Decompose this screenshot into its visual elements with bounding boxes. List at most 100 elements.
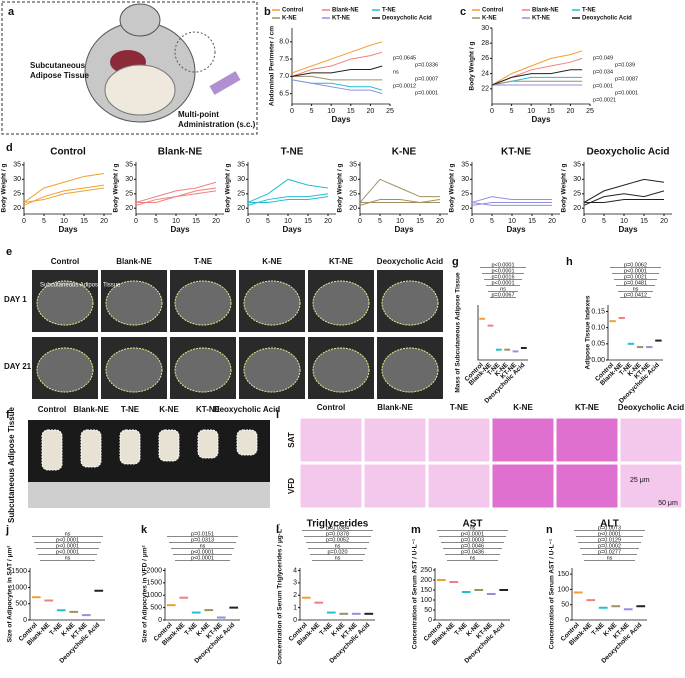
histology-image (363, 463, 427, 509)
x-tick-label: 5 (266, 218, 270, 225)
x-tick-label: 0 (582, 218, 586, 225)
y-tick-label: 0.00 (591, 357, 605, 364)
ct-body (105, 280, 163, 326)
label: Administration (s.c.) (178, 120, 256, 129)
series-line (583, 190, 665, 206)
ct-body (243, 347, 301, 393)
p-value: p=0.0002 (598, 543, 621, 549)
y-axis-label: Body Weight / g (469, 41, 476, 90)
legend-label: K-NE (282, 16, 297, 22)
panel-letter: a (8, 6, 15, 18)
ct-body (312, 347, 370, 393)
y-tick-label: 200 (420, 577, 432, 584)
chart-title: Control (50, 147, 86, 158)
label: Multi-point (178, 110, 219, 119)
y-tick-label: 0 (293, 617, 297, 624)
chart-title: AST (463, 519, 483, 530)
column-label: K-NE (159, 405, 179, 414)
histology-image (619, 417, 683, 463)
p-value: p=0.0001 (615, 90, 638, 96)
row-label: SAT (287, 432, 296, 448)
y-tick-label: 20 (573, 205, 581, 212)
column-label: K-NE (262, 257, 282, 266)
p-value: p=0.039 (615, 62, 635, 68)
tissue (197, 429, 219, 459)
series-line (491, 80, 583, 86)
p-value: ns (65, 531, 71, 537)
p-value: p<0.0001 (624, 268, 647, 274)
y-tick-label: 0 (158, 617, 162, 624)
p-value: p<0.0001 (461, 531, 484, 537)
label: Subcutaneous (30, 61, 86, 70)
y-tick-label: 0 (565, 617, 569, 624)
panel-letter: b (264, 6, 271, 18)
p-value: ns (393, 69, 399, 75)
intestine (104, 64, 176, 116)
x-tick-label: 5 (490, 218, 494, 225)
x-axis-label: Days (170, 225, 190, 234)
series-line (23, 173, 105, 203)
chart-title: K-NE (392, 147, 417, 158)
x-tick-label: 5 (602, 218, 606, 225)
column-label: Control (38, 405, 66, 414)
x-tick-label: 20 (100, 218, 108, 225)
y-axis-label: Body Weight / g (337, 163, 344, 212)
p-value: p=0.0087 (615, 76, 638, 82)
y-tick-label: 100 (557, 586, 569, 593)
mouse-head (119, 3, 161, 37)
histology-image (619, 463, 683, 509)
p-value: p<0.0001 (491, 262, 514, 268)
scale-label: 50 μm (658, 500, 678, 507)
y-axis-label: Size of Adipocytes in VFD / μm² (142, 545, 149, 643)
row-label: DAY 21 (4, 362, 32, 371)
y-tick-label: 35 (461, 162, 469, 169)
y-tick-label: 500 (15, 601, 27, 608)
x-tick-label: 15 (547, 108, 555, 115)
y-tick-label: 25 (573, 191, 581, 198)
x-tick-label: 0 (246, 218, 250, 225)
column-label: Control (317, 403, 345, 412)
legend-label: Deoxycholic Acid (382, 16, 432, 22)
y-tick-label: 25 (461, 191, 469, 198)
x-tick-label: 0 (358, 218, 362, 225)
photo (28, 420, 270, 482)
panel-letter: k (141, 524, 148, 536)
x-tick-label: 10 (284, 218, 292, 225)
y-tick-label: 20 (237, 205, 245, 212)
axis (291, 28, 390, 105)
y-tick-label: 30 (237, 176, 245, 183)
tissue (236, 429, 258, 456)
x-tick-label: 0 (490, 108, 494, 115)
y-tick-label: 8.0 (279, 39, 289, 46)
y-tick-label: 6.5 (279, 90, 289, 97)
panel-letter: c (460, 6, 466, 18)
series-line (491, 69, 583, 86)
y-tick-label: 4 (293, 567, 297, 574)
y-axis-label: Body Weight / g (225, 163, 232, 212)
x-tick-label: 25 (586, 108, 594, 115)
y-tick-label: 35 (125, 162, 133, 169)
column-label: Control (51, 257, 79, 266)
y-axis-label: Adipose Tissue Indexes (585, 295, 592, 369)
axis (164, 568, 240, 621)
y-tick-label: 28 (481, 40, 489, 47)
p-value: p<0.0001 (191, 549, 214, 555)
x-tick-label: 20 (212, 218, 220, 225)
column-label: KT-NE (575, 403, 600, 412)
p-value: p<0.0001 (598, 531, 621, 537)
y-tick-label: 20 (461, 205, 469, 212)
x-tick-label: 15 (304, 218, 312, 225)
chart-title: KT-NE (501, 147, 531, 158)
p-value: ns (607, 555, 613, 561)
ct-body (174, 280, 232, 326)
panel-letter: f (6, 409, 10, 421)
p-value: p=0.0021 (624, 274, 647, 280)
x-tick-label: 20 (436, 218, 444, 225)
nanoemulsion-callout (174, 31, 216, 73)
panel-letter: m (411, 524, 421, 536)
y-tick-label: 30 (13, 176, 21, 183)
x-tick-label: 0 (290, 108, 294, 115)
y-tick-label: 50 (561, 602, 569, 609)
y-tick-label: 30 (349, 176, 357, 183)
